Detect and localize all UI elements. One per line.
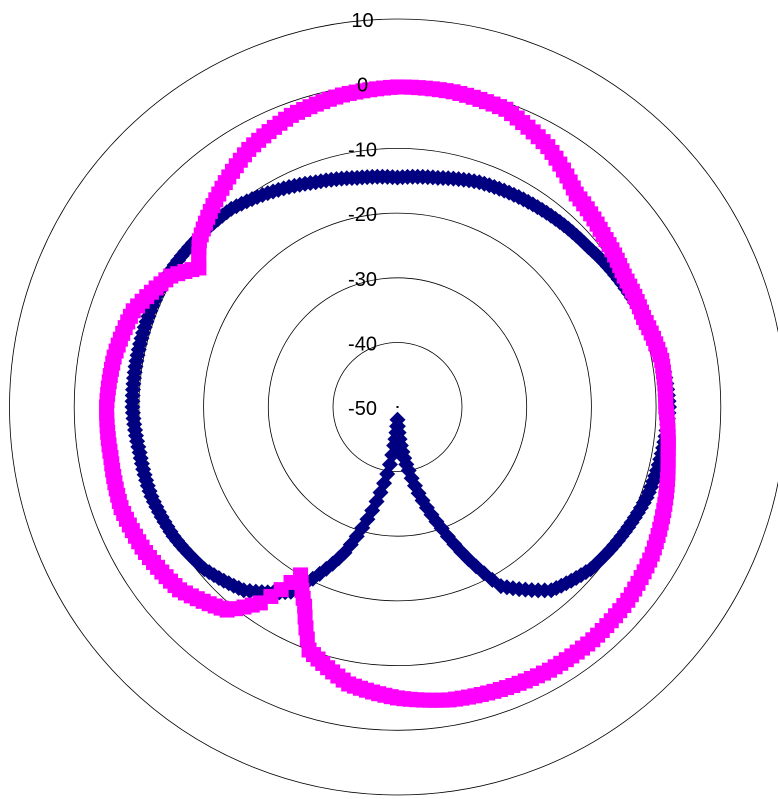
tick-label: -20	[348, 204, 377, 226]
tick-label: 0	[357, 75, 368, 97]
series-2	[99, 79, 676, 708]
tick-label: -50	[348, 398, 377, 420]
gridline-ring	[9, 18, 778, 796]
gridline-ring	[203, 212, 592, 602]
data-point	[384, 169, 401, 186]
gridline-ring	[332, 342, 463, 472]
data-point	[423, 506, 440, 523]
tick-label: -40	[348, 334, 377, 356]
radial-tick-labels: -50 -40 -30 -20 -10 0 10	[348, 10, 377, 420]
tick-label: -30	[348, 269, 377, 291]
data-point	[383, 79, 399, 95]
tick-label: -10	[348, 139, 377, 161]
series-layer	[99, 79, 678, 708]
gridline-ring	[267, 277, 528, 537]
tick-label: 10	[351, 10, 373, 32]
center-dot	[396, 406, 399, 408]
